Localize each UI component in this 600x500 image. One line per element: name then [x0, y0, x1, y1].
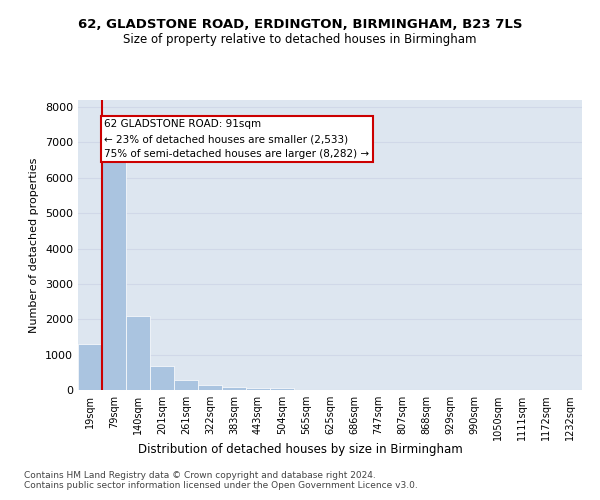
Text: Size of property relative to detached houses in Birmingham: Size of property relative to detached ho…	[123, 32, 477, 46]
Bar	[222, 387, 246, 390]
Bar	[78, 344, 102, 390]
Bar	[126, 316, 150, 390]
Text: Distribution of detached houses by size in Birmingham: Distribution of detached houses by size …	[137, 442, 463, 456]
Bar	[198, 385, 222, 390]
Text: Contains HM Land Registry data © Crown copyright and database right 2024.: Contains HM Land Registry data © Crown c…	[24, 470, 376, 480]
Bar	[150, 366, 174, 390]
Y-axis label: Number of detached properties: Number of detached properties	[29, 158, 40, 332]
Text: 62 GLADSTONE ROAD: 91sqm
← 23% of detached houses are smaller (2,533)
75% of sem: 62 GLADSTONE ROAD: 91sqm ← 23% of detach…	[104, 120, 370, 159]
Text: 62, GLADSTONE ROAD, ERDINGTON, BIRMINGHAM, B23 7LS: 62, GLADSTONE ROAD, ERDINGTON, BIRMINGHA…	[78, 18, 522, 30]
Bar	[246, 388, 270, 390]
Bar	[102, 156, 126, 390]
Bar	[270, 388, 294, 390]
Bar	[174, 380, 198, 390]
Text: Contains public sector information licensed under the Open Government Licence v3: Contains public sector information licen…	[24, 480, 418, 490]
